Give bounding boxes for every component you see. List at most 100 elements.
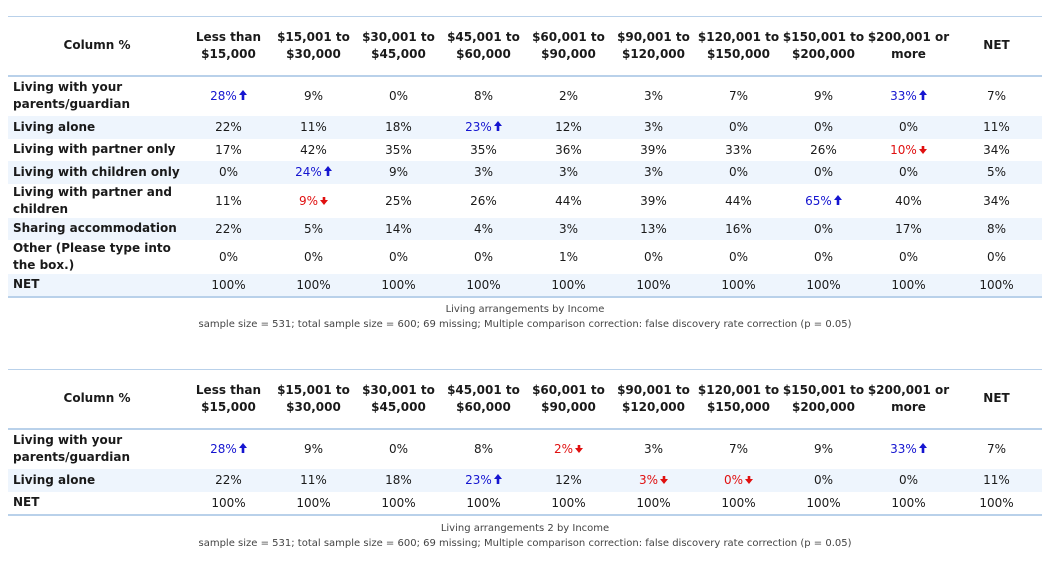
table-cell: 0% <box>951 240 1042 274</box>
cell-value: 35% <box>470 142 497 157</box>
table-cell: 3% <box>441 161 526 184</box>
arrow-down-icon <box>918 143 927 157</box>
table-cell: 0% <box>866 469 951 492</box>
table-cell: 17% <box>186 139 271 161</box>
table-cell: 100% <box>526 274 611 297</box>
cell-value: 11% <box>983 473 1010 487</box>
column-header: $60,001 to $90,000 <box>532 29 605 61</box>
table-cell: 3% <box>611 429 696 469</box>
cell-value: 40% <box>895 193 922 208</box>
table-cell: 100% <box>186 492 271 515</box>
cell-value: 100% <box>636 277 671 292</box>
table-cell: 0% <box>866 161 951 184</box>
cell-value: 0% <box>388 442 409 456</box>
cell-value: 44% <box>555 193 582 208</box>
table-cell: 100% <box>271 492 356 515</box>
table-cell: 28% <box>186 429 271 469</box>
table-cell: 16% <box>696 218 781 240</box>
table-cell: 34% <box>951 184 1042 218</box>
row-label: Living with partner only <box>13 142 176 156</box>
cell-value: 100% <box>551 277 586 292</box>
cell-value: 26% <box>470 193 497 208</box>
arrow-up-icon <box>238 89 247 103</box>
cell-value: 3% <box>473 165 494 179</box>
cell-value: 24% <box>295 165 322 179</box>
cell-value: 35% <box>385 142 412 157</box>
row-label: Living with children only <box>13 164 180 179</box>
column-header: Less than $15,000 <box>195 382 262 414</box>
cell-value: 3% <box>558 165 579 179</box>
cell-value: 33% <box>890 442 917 456</box>
table-cell: 100% <box>356 274 441 297</box>
cell-value: 23% <box>465 473 492 487</box>
column-header: $15,001 to $30,000 <box>277 29 350 61</box>
cell-value: 11% <box>300 120 327 134</box>
row-label: Living alone <box>13 472 96 487</box>
table-cell: 100% <box>951 492 1042 515</box>
cell-value: 22% <box>215 473 242 487</box>
table-cell: 9% <box>781 76 866 116</box>
table-cell: 100% <box>611 274 696 297</box>
cell-value: 11% <box>983 120 1010 134</box>
row-label: Sharing accommodation <box>13 221 177 235</box>
table-cell: 100% <box>781 274 866 297</box>
column-header: $90,001 to $120,000 <box>617 382 690 414</box>
table-cell: 9% <box>356 161 441 184</box>
row-label: NET <box>13 277 40 291</box>
table-cell: 1% <box>526 240 611 274</box>
cell-value: 11% <box>300 473 327 487</box>
table-footnote: sample size = 531; total sample size = 6… <box>198 537 852 549</box>
table-cell: 3% <box>526 218 611 240</box>
table-cell: 33% <box>866 429 951 469</box>
table-cell: 23% <box>441 469 526 492</box>
table-cell: 11% <box>271 116 356 139</box>
cell-value: 0% <box>898 473 919 487</box>
cell-value: 9% <box>813 89 834 103</box>
cell-value: 34% <box>983 193 1010 208</box>
table-cell: 0% <box>781 469 866 492</box>
cell-value: 8% <box>986 221 1007 236</box>
table-cell: 36% <box>526 139 611 161</box>
crosstab-table-2: Column % Less than $15,000 $15,001 to $30,… <box>8 369 1042 516</box>
table-cell: 44% <box>696 184 781 218</box>
cell-value: 100% <box>721 277 756 292</box>
table-cell: 0% <box>696 161 781 184</box>
table-title: Living arrangements 2 by Income <box>440 522 610 534</box>
cell-value: 44% <box>725 193 752 208</box>
cell-value: 0% <box>218 249 239 264</box>
table-row: NET 100% 100% 100% 100% 100% 100% 100% 100% 100% 1… <box>8 492 1042 515</box>
table-cell: 7% <box>696 76 781 116</box>
table-cell: 9% <box>271 184 356 218</box>
table-cell: 42% <box>271 139 356 161</box>
table-cell: 23% <box>441 116 526 139</box>
table-cell: 100% <box>696 492 781 515</box>
table-cell: 100% <box>441 492 526 515</box>
table-cell: 11% <box>186 184 271 218</box>
table-cell: 14% <box>356 218 441 240</box>
cell-value: 18% <box>385 120 412 134</box>
column-header: $200,001 or more <box>867 29 950 61</box>
table-row: Living alone 22% 11% 18% 23% 12% 3% 0% 0% 0% 11% <box>8 468 1042 492</box>
table-cell: 100% <box>866 492 951 515</box>
cell-value: 39% <box>640 142 667 157</box>
table-cell: 4% <box>441 218 526 240</box>
table-cell: 12% <box>526 469 611 492</box>
table-cell: 11% <box>951 469 1042 492</box>
table-cell: 3% <box>611 116 696 139</box>
cell-value: 33% <box>725 142 752 157</box>
table-cell: 0% <box>781 161 866 184</box>
table-cell: 22% <box>186 116 271 139</box>
table-row: Living with your parents/guardian 28% 9% 0%… <box>8 429 1042 469</box>
table-cell: 3% <box>611 469 696 492</box>
column-header: $30,001 to $45,000 <box>362 29 435 61</box>
row-label: NET <box>13 495 40 509</box>
cell-value: 39% <box>640 193 667 208</box>
table-row: Living with your parents/guardian 28% 9% 0%… <box>8 76 1042 116</box>
arrow-up-icon <box>493 473 502 487</box>
table-caption: Living arrangements 2 by Income sample s… <box>8 521 1042 551</box>
cell-value: 100% <box>296 277 331 292</box>
table-cell: 0% <box>781 116 866 139</box>
cell-value: 0% <box>643 249 664 264</box>
table-cell: 28% <box>186 76 271 116</box>
arrow-down-icon <box>320 194 329 208</box>
